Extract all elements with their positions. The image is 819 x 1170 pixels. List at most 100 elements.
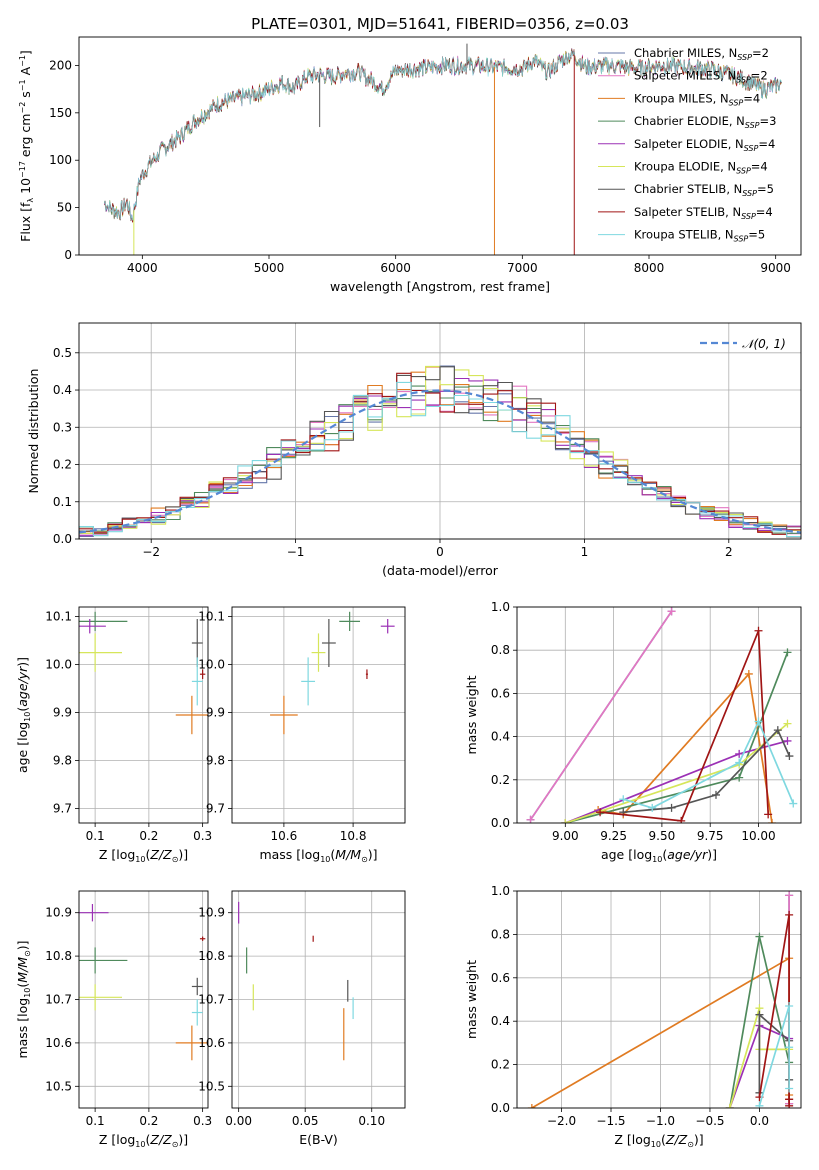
- legend-label: Chabrier MILES, NSSP=2: [634, 46, 769, 62]
- weight-marker: [561, 819, 570, 823]
- weight-marker: [711, 790, 720, 799]
- tick-label-y: 10.7: [45, 993, 72, 1007]
- legend-label-suffix: =3: [760, 114, 777, 128]
- tick-label-x: 9.25: [600, 829, 627, 843]
- plot-area: [79, 904, 208, 1061]
- tick-label-y: 10.5: [45, 1079, 72, 1093]
- weight-marker: [725, 1104, 734, 1108]
- tick-label-x: 0.2: [139, 829, 158, 843]
- label-span: A: [18, 66, 33, 75]
- tick-label-y: 9.7: [206, 802, 225, 816]
- legend-label: Salpeter STELIB, NSSP=4: [634, 205, 773, 221]
- label-span: )]: [15, 940, 30, 950]
- label-span: log: [633, 847, 652, 862]
- weight-marker: [735, 758, 744, 767]
- label-span: 10: [18, 178, 33, 194]
- label-span: ⊙: [23, 950, 32, 957]
- tick-label-y: 9.8: [53, 754, 72, 768]
- tick-label-x: 9.50: [649, 829, 676, 843]
- label-span: Normed distribution: [26, 369, 41, 494]
- label-span: Flux [: [18, 207, 33, 242]
- axis-label-x: mass [log10(M/M⊙)]: [259, 847, 377, 864]
- label-span: ⊙: [687, 1140, 694, 1149]
- label-span: 10: [652, 855, 662, 864]
- tick-label-x: 10.6: [271, 829, 298, 843]
- axes-frame: [231, 606, 406, 824]
- tick-label-y: 200: [49, 58, 72, 72]
- weight-marker: [619, 795, 628, 804]
- legend-label-sub: SSP: [737, 53, 752, 62]
- tick-label-x: 9.75: [697, 829, 724, 843]
- legend-label-main: Salpeter STELIB, N: [634, 205, 741, 219]
- axes-residuals: −2 −1 0 1 2 0.0 0.1 0.2 0.3 0.4 0.5 (data-model)/er…: [26, 322, 802, 578]
- tick-label-x: −1.0: [646, 1114, 675, 1128]
- label-span: (: [15, 983, 30, 988]
- tick-label-x: −1.5: [596, 1114, 625, 1128]
- label-span: −1: [18, 55, 27, 67]
- tick-label-y: 1.0: [491, 600, 510, 614]
- tick-label-x: 0.1: [86, 1114, 105, 1128]
- legend-label-sub: SSP: [736, 76, 751, 85]
- tick-label-x: 9.00: [552, 829, 579, 843]
- axis-label-x: Z [log10(Z/Z⊙)]: [99, 1132, 188, 1149]
- axis-label-y: mass [log10(M/M⊙)]: [15, 940, 32, 1058]
- legend-label-suffix: =2: [751, 69, 768, 83]
- weight-marker: [764, 810, 773, 819]
- tick-label-y: 10.0: [45, 658, 72, 672]
- weight-marker: [735, 773, 744, 782]
- weight-line: [758, 914, 790, 1106]
- axes-frame: [78, 322, 802, 540]
- axes-massweight-vs-Z: −2.0 −1.5 −1.0 −0.5 0.0 0.0 0.2 0.4 0.6 0.8 1.0 Z […: [464, 884, 802, 1149]
- tick-label-y: 0.8: [491, 643, 510, 657]
- grid: [79, 891, 208, 1108]
- weight-marker: [527, 1104, 536, 1108]
- axes-frame: [516, 890, 802, 1109]
- figure-title: PLATE=0301, MJD=51641, FIBERID=0356, z=0…: [251, 15, 629, 33]
- tick-label-x: −0.5: [695, 1114, 724, 1128]
- label-span: age/yr: [15, 666, 30, 707]
- tick-label-y: 150: [49, 106, 72, 120]
- legend-label-sub: SSP: [745, 121, 760, 130]
- legend-label-main: Chabrier MILES, N: [634, 46, 737, 60]
- label-span: mass [: [259, 847, 301, 862]
- label-span: erg: [18, 133, 33, 162]
- legend-label: Chabrier ELODIE, NSSP=3: [634, 114, 776, 130]
- weight-marker: [785, 1002, 794, 1011]
- weight-marker: [785, 1084, 794, 1093]
- axis-label-y: Flux [fλ 10−17 erg cm−2 s−1 A−1]: [18, 50, 35, 242]
- axes-spectrum: 4000 5000 6000 7000 8000 9000 0 50 100 150 200 wave…: [18, 36, 802, 294]
- legend-label: Salpeter ELODIE, NSSP=4: [634, 137, 775, 153]
- tick-label-y: 100: [49, 153, 72, 167]
- weight-marker: [755, 1010, 764, 1019]
- label-span: (data-model)/error: [382, 563, 499, 578]
- legend-label-sub: SSP: [744, 144, 759, 153]
- weight-line: [565, 652, 789, 823]
- tick-label-y: 1.0: [491, 884, 510, 898]
- label-span: (: [661, 1132, 666, 1147]
- grid: [517, 890, 801, 1109]
- tick-label-y: 0.0: [491, 816, 510, 830]
- plot-area: [270, 611, 395, 735]
- label-span: 10: [651, 1140, 661, 1149]
- legend-label: Kroupa ELODIE, NSSP=4: [634, 160, 768, 176]
- label-span: )]: [178, 847, 188, 862]
- tick-label-x: 4000: [127, 261, 158, 275]
- label-span: s: [18, 91, 33, 98]
- tick-label-x: 0.0: [750, 1114, 769, 1128]
- axes-frame: [231, 890, 406, 1109]
- tick-label-y: 0.2: [491, 773, 510, 787]
- weight-marker: [735, 749, 744, 758]
- tick-label-y: 10.6: [45, 1036, 72, 1050]
- tick-label-y: 10.5: [198, 1079, 225, 1093]
- legend-label-main: Salpeter MILES, N: [634, 69, 736, 83]
- weight-marker: [755, 1101, 764, 1108]
- legend-label-suffix: =2: [752, 46, 769, 60]
- label-span: )]: [707, 847, 717, 862]
- tick-label-y: 9.9: [53, 706, 72, 720]
- weight-line: [758, 1005, 790, 1107]
- weight-marker: [526, 815, 535, 823]
- axes-massweight-vs-age: 9.00 9.25 9.50 9.75 10.00 0.0 0.2 0.4 0.6 0.8 1.0 a…: [464, 600, 802, 864]
- label-span: −1: [18, 79, 27, 91]
- legend-label-suffix: =4: [756, 205, 773, 219]
- tick-label-x: −2: [142, 545, 160, 559]
